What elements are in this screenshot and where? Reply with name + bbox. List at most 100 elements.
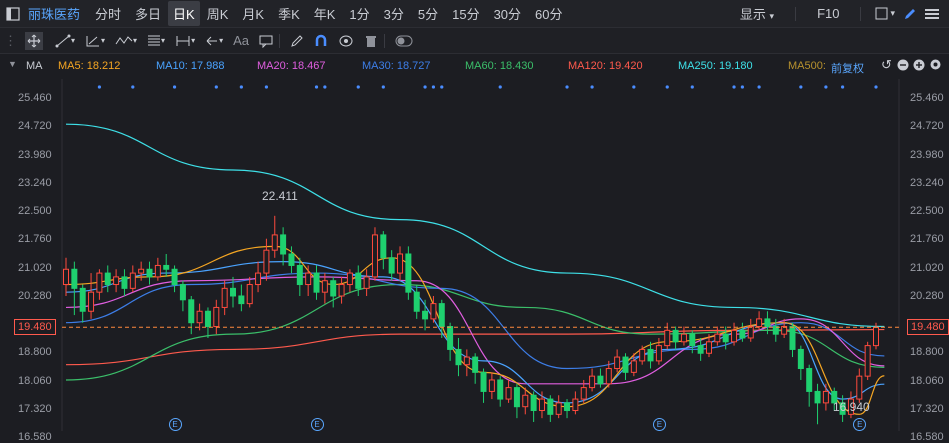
chevron-down-icon: ▾ — [769, 11, 775, 21]
info-dot-marker[interactable] — [690, 85, 694, 89]
y-axis-tick-label: 25.460 — [910, 92, 944, 104]
range-measure-icon[interactable]: ▾ — [175, 34, 195, 48]
candle — [455, 337, 462, 377]
period-tab[interactable]: 多日 — [135, 7, 162, 22]
toggle-icon[interactable] — [395, 35, 413, 47]
info-dot-marker[interactable] — [172, 85, 177, 89]
period-tab[interactable]: 季K — [278, 7, 300, 22]
info-dot-marker[interactable] — [632, 85, 636, 89]
period-tab[interactable]: 60分 — [535, 7, 563, 22]
sidebar-toggle-icon[interactable] — [6, 6, 20, 21]
info-dot-marker[interactable] — [423, 85, 427, 89]
period-tab[interactable]: 3分 — [383, 7, 404, 22]
low-price-value: 16.940 — [833, 400, 870, 414]
info-dot-marker[interactable] — [440, 85, 444, 89]
candle — [380, 231, 387, 270]
event-marker-icon[interactable]: E — [652, 418, 666, 431]
candle — [789, 322, 796, 358]
y-axis-tick-label: 23.240 — [18, 176, 52, 189]
info-dot-marker[interactable] — [431, 85, 436, 89]
pen-icon[interactable] — [903, 7, 917, 21]
info-dot-marker[interactable] — [799, 85, 803, 89]
crosshair-move-icon[interactable] — [25, 31, 43, 50]
f10-button[interactable]: F10 — [817, 6, 840, 21]
period-tab[interactable]: 年K — [313, 7, 336, 22]
y-axis-tick-label: 17.320 — [910, 402, 944, 415]
candle — [630, 353, 637, 377]
comment-icon[interactable] — [259, 34, 273, 48]
candle — [447, 322, 454, 361]
period-tab[interactable]: 分时 — [95, 7, 122, 22]
candle — [238, 284, 245, 312]
arrow-left-icon[interactable]: ▾ — [205, 34, 223, 48]
info-dot-marker[interactable] — [356, 85, 360, 89]
ma-value-label: MA20: 18.467 — [257, 60, 326, 72]
candle — [714, 326, 721, 346]
trash-icon[interactable] — [364, 34, 378, 48]
candle — [163, 253, 170, 277]
candle — [88, 273, 95, 319]
period-tab[interactable]: 15分 — [452, 7, 480, 22]
layout-square-icon[interactable]: ▾ — [875, 7, 895, 20]
add-icon[interactable] — [913, 59, 925, 74]
info-dot-marker[interactable] — [323, 85, 327, 89]
candle — [505, 379, 512, 403]
magnet-icon[interactable] — [314, 34, 328, 48]
eye-icon[interactable] — [338, 34, 354, 48]
separator — [860, 6, 862, 21]
candle — [204, 307, 211, 338]
info-dot-marker[interactable] — [874, 85, 878, 89]
info-dot-marker[interactable] — [498, 85, 502, 89]
event-marker-icon[interactable]: E — [310, 418, 324, 431]
y-axis-tick-label: 20.280 — [910, 289, 944, 302]
remove-icon[interactable] — [897, 59, 909, 74]
settings-gear-icon[interactable] — [929, 58, 942, 74]
ma-value-label: MA120: 19.420 — [568, 60, 643, 72]
edit-icon[interactable] — [290, 34, 304, 48]
undo-icon[interactable]: ↺ — [881, 57, 892, 72]
info-dot-marker[interactable] — [590, 85, 594, 89]
info-dot-marker[interactable] — [264, 85, 269, 89]
info-dot-marker[interactable] — [239, 85, 243, 89]
text-tool-button[interactable]: Aa — [233, 33, 249, 48]
event-marker-icon[interactable]: E — [168, 418, 182, 431]
info-dot-marker[interactable] — [740, 85, 744, 89]
period-tab[interactable]: 日K — [168, 1, 200, 26]
collapse-icon[interactable]: ▼ — [8, 59, 17, 69]
stock-name[interactable]: 丽珠医药 — [28, 7, 81, 22]
info-dot-marker[interactable] — [565, 85, 569, 89]
info-dot-marker[interactable] — [131, 85, 135, 89]
display-menu-button[interactable]: 显示 ▾ — [733, 4, 781, 23]
info-dot-marker[interactable] — [757, 85, 761, 89]
info-dot-marker[interactable] — [665, 85, 669, 89]
info-dot-marker[interactable] — [314, 85, 319, 89]
current-price-tag-right: 19.480 — [907, 319, 949, 336]
wave-line-icon[interactable]: ▾ — [115, 34, 137, 48]
info-dot-marker[interactable] — [381, 85, 385, 89]
info-dot-marker[interactable] — [214, 85, 218, 89]
drag-handle-icon[interactable]: ⋮ — [4, 32, 17, 48]
info-dot-marker[interactable] — [824, 85, 828, 89]
ma-value-label: MA5: 18.212 — [58, 60, 121, 72]
trend-line-icon[interactable]: ▾ — [55, 34, 75, 48]
period-tab[interactable]: 30分 — [493, 7, 522, 22]
candle — [129, 265, 136, 293]
candle — [580, 379, 587, 403]
candle — [530, 391, 537, 422]
menu-icon[interactable] — [925, 8, 939, 20]
period-tab[interactable]: 1分 — [349, 7, 370, 22]
channel-line-icon[interactable]: ▾ — [85, 34, 105, 48]
period-tab[interactable]: 周K — [206, 7, 229, 22]
period-tab[interactable]: 5分 — [417, 7, 439, 22]
info-dot-marker[interactable] — [840, 85, 845, 89]
fibonacci-icon[interactable]: ▾ — [147, 34, 165, 48]
kline-chart[interactable] — [0, 79, 949, 431]
period-tab[interactable]: 月K — [242, 7, 265, 22]
y-axis-tick-label: 18.060 — [910, 374, 944, 387]
candle — [288, 246, 295, 274]
adjust-mode-button[interactable]: 前复权 — [831, 63, 864, 75]
candle — [113, 269, 120, 293]
ma-header-label[interactable]: MA — [26, 60, 43, 72]
info-dot-marker[interactable] — [97, 85, 102, 89]
info-dot-marker[interactable] — [732, 85, 736, 89]
